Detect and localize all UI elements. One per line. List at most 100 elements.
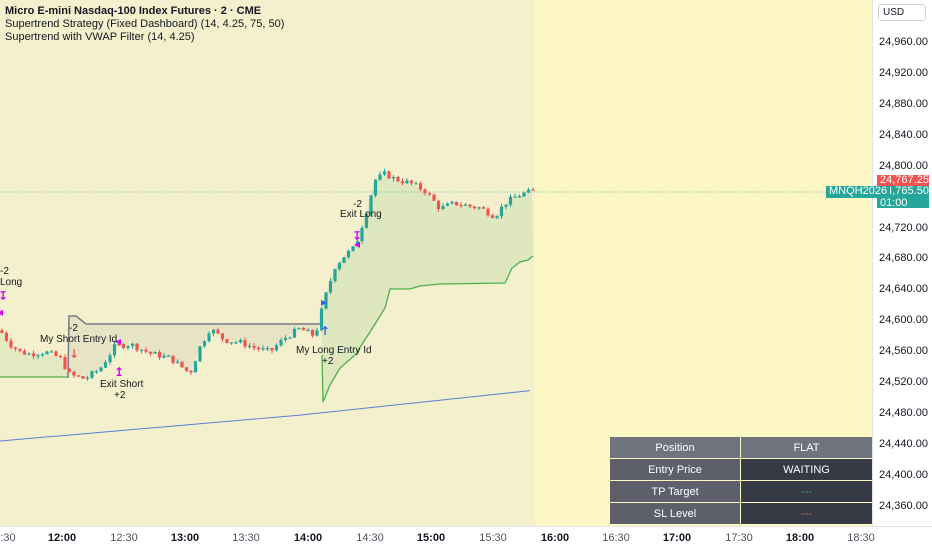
candle-body — [126, 346, 130, 348]
candle-body — [526, 189, 531, 193]
candle-body — [517, 196, 522, 198]
time-tick: 15:00 — [416, 532, 446, 544]
candle-body — [252, 345, 256, 348]
candle-body — [454, 201, 459, 206]
candle-body — [342, 257, 346, 263]
legend: Micro E-mini Nasdaq-100 Index Futures · … — [5, 5, 284, 44]
candle-body — [504, 204, 508, 207]
time-axis[interactable]: :30 12:00 12:30 13:00 13:30 14:00 14:30 15:00 15… — [0, 526, 932, 550]
time-tick: 16:30 — [602, 532, 630, 544]
session-shade — [0, 0, 535, 526]
indicator-1-label[interactable]: Supertrend Strategy (Fixed Dashboard) (1… — [5, 18, 285, 30]
order-marker-icon: ◂ — [0, 305, 3, 319]
plot-canvas[interactable]: ↧◂↓↥◂↑▸↧◂ — [0, 0, 872, 526]
supertrend-fill — [0, 173, 533, 402]
candle-body — [180, 361, 184, 368]
annot-short-qty: -2 — [69, 323, 78, 334]
candle-body — [495, 216, 499, 218]
candle-body — [522, 192, 526, 197]
dashboard-value: --- — [741, 481, 872, 502]
candle-body — [90, 371, 94, 378]
candle-body — [225, 339, 229, 344]
price-tick: 24,520.00 — [879, 376, 928, 388]
candle-body — [67, 369, 72, 372]
candle-body — [216, 329, 220, 334]
candle-body — [112, 344, 117, 356]
currency-button[interactable]: USD — [878, 4, 926, 21]
trend-fill-area — [322, 173, 533, 402]
candle-body — [364, 213, 369, 228]
time-tick: 14:30 — [356, 532, 384, 544]
candle-body — [234, 342, 238, 344]
candle-body — [18, 348, 22, 351]
dashboard-value: WAITING — [741, 459, 872, 480]
time-tick: 17:00 — [662, 532, 692, 544]
candle-body — [117, 344, 121, 346]
candle-body — [292, 328, 297, 338]
candle-body — [13, 347, 18, 349]
symbol-tag: MNQH2026 — [826, 186, 891, 198]
candle-body — [45, 351, 49, 355]
candle-body — [94, 371, 99, 373]
time-tick: 17:30 — [725, 532, 753, 544]
candle-body — [175, 361, 180, 363]
candle-body — [400, 181, 405, 184]
time-tick: 12:30 — [110, 532, 138, 544]
bar-countdown: 01:00 — [880, 197, 908, 209]
candle-body — [99, 367, 103, 372]
candle-body — [0, 330, 4, 333]
price-tick: 24,840.00 — [879, 129, 928, 141]
annot-left-label: Long — [0, 277, 23, 288]
price-tick: 24,400.00 — [879, 469, 928, 481]
candle-body — [355, 241, 360, 247]
candle-body — [423, 189, 427, 194]
time-tick: 18:30 — [847, 532, 875, 544]
price-tick: 24,480.00 — [879, 407, 928, 419]
price-tick: 24,360.00 — [879, 500, 928, 512]
candle-body — [445, 203, 450, 206]
candle-body — [27, 353, 31, 355]
time-tick: 18:00 — [785, 532, 815, 544]
candle-body — [135, 343, 139, 351]
candle-body — [297, 328, 301, 330]
chart-area[interactable]: ↧ ◂ ↓ ↥ ◂ ↑ ▸ ↧ ◂ Micro E-mini Nasdaq-100 Index … — [0, 0, 872, 526]
candle-body — [144, 349, 148, 352]
candle-body — [319, 308, 324, 331]
trend-fill-area — [68, 316, 320, 379]
candle-body — [193, 361, 198, 373]
candle-body — [202, 341, 207, 347]
symbol-title[interactable]: Micro E-mini Nasdaq-100 Index Futures · … — [5, 5, 262, 17]
candle-body — [130, 343, 135, 347]
annot-short-entry: My Short Entry Id — [40, 334, 118, 345]
price-tick: 24,440.00 — [879, 438, 928, 450]
price-tick: 24,680.00 — [879, 252, 928, 264]
candles — [0, 168, 535, 381]
candle-body — [243, 340, 247, 347]
price-axis[interactable]: 24,960.00 24,920.00 24,880.00 24,840.00 24,8… — [872, 0, 932, 526]
candle-body — [72, 371, 76, 376]
candle-body — [279, 339, 283, 346]
time-tick: 16:00 — [540, 532, 570, 544]
candle-body — [441, 205, 445, 210]
candle-body — [477, 207, 481, 209]
candle-body — [427, 193, 432, 195]
indicator-2-label[interactable]: Supertrend with VWAP Filter (14, 4.25) — [5, 31, 195, 43]
exit-long-marker-icon: ↧ — [352, 229, 362, 243]
candle-body — [58, 356, 63, 358]
candle-body — [283, 337, 288, 340]
candle-body — [288, 337, 292, 339]
signal-markers: ↧◂↓↥◂↑▸↧◂ — [0, 229, 362, 379]
candle-body — [211, 329, 216, 334]
candle-body — [513, 196, 517, 198]
price-tick: 24,920.00 — [879, 67, 928, 79]
candle-body — [328, 281, 333, 293]
candle-body — [351, 246, 355, 251]
candle-body — [310, 329, 315, 336]
short-entry-arrow-icon: ↓ — [69, 347, 79, 361]
candle-body — [40, 354, 45, 356]
dashboard-row: TP Target --- — [610, 481, 872, 503]
order-marker-icon: ◂ — [115, 334, 121, 348]
candle-body — [157, 352, 162, 358]
order-marker-icon: ▸ — [321, 295, 327, 309]
annot-left-qty: -2 — [0, 266, 9, 277]
